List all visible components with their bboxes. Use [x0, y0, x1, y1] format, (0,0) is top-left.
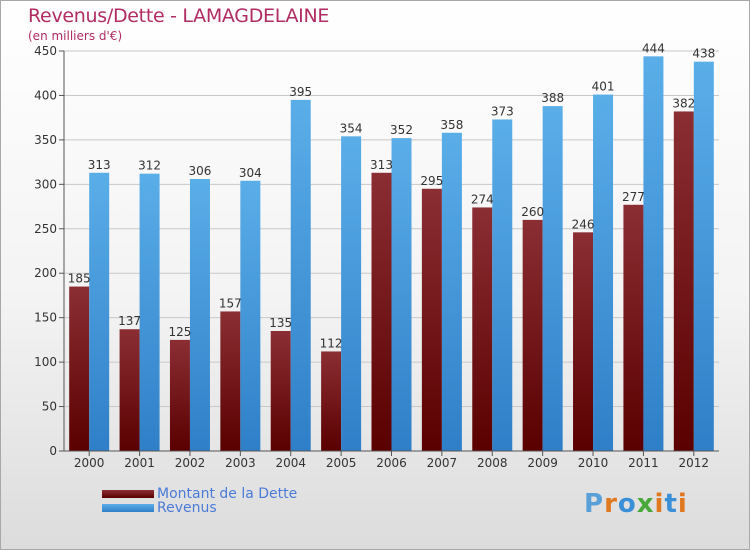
data-label-revenus-2000: 313	[88, 158, 111, 172]
chart-subtitle: (en milliers d'€)	[28, 29, 123, 43]
bar-debt-2006	[371, 172, 392, 451]
x-tick-label-2000: 2000	[74, 456, 105, 470]
bar-revenus-2004	[290, 99, 311, 451]
bar-debt-2003	[220, 311, 241, 451]
bar-revenus-2006	[391, 138, 412, 451]
bars	[69, 56, 714, 452]
legend-swatch-revenus	[102, 504, 154, 512]
x-tick-label-2007: 2007	[427, 456, 458, 470]
bar-revenus-2005	[341, 136, 362, 452]
logo-letter: P	[584, 489, 605, 519]
logo-letter: o	[617, 489, 637, 519]
bar-debt-2001	[119, 329, 140, 451]
x-axis: 2000 2001 2002 2003 2004 2005 2006 2007 2008 2009…	[64, 450, 719, 470]
x-tick-label-2012: 2012	[679, 456, 710, 470]
data-label-revenus-2001: 312	[138, 159, 161, 173]
bar-revenus-2010	[593, 94, 614, 452]
data-label-revenus-2011: 444	[642, 41, 665, 55]
x-tick-label-2006: 2006	[376, 456, 407, 470]
bar-debt-2011	[623, 204, 644, 451]
data-label-revenus-2002: 306	[189, 164, 212, 178]
data-label-debt-2010: 246	[572, 217, 595, 231]
logo-letter: r	[604, 489, 618, 519]
x-tick-label-2010: 2010	[578, 456, 609, 470]
y-tick-label: 300	[34, 177, 57, 191]
data-label-debt-2004: 135	[269, 316, 292, 330]
data-label-debt-2005: 112	[320, 336, 343, 350]
data-label-debt-2003: 157	[219, 296, 242, 310]
bar-debt-2000	[69, 286, 90, 451]
data-label-debt-2012: 382	[672, 96, 695, 110]
data-label-revenus-2009: 388	[541, 91, 564, 105]
bar-debt-2002	[169, 339, 190, 451]
y-axis: 0 50 100 150 200 250 300 350 400 450	[34, 44, 65, 458]
y-tick-label: 100	[34, 355, 57, 369]
bar-revenus-2008	[492, 119, 513, 451]
legend-label-debt: Montant de la Dette	[157, 486, 298, 502]
proxiti-logo: Proxiti	[584, 489, 688, 519]
data-label-revenus-2007: 358	[440, 118, 463, 132]
x-tick-label-2003: 2003	[225, 456, 256, 470]
logo-letter: i	[654, 489, 665, 519]
bar-revenus-2009	[542, 106, 563, 451]
y-tick-label: 150	[34, 311, 57, 325]
data-label-revenus-2008: 373	[491, 104, 514, 118]
x-tick-label-2004: 2004	[275, 456, 306, 470]
bar-revenus-2003	[240, 180, 261, 451]
bar-debt-2009	[522, 219, 543, 451]
bar-debt-2007	[421, 188, 442, 451]
data-label-debt-2001: 137	[118, 314, 141, 328]
data-label-debt-2009: 260	[521, 205, 544, 219]
y-tick-label: 50	[42, 400, 57, 414]
data-label-debt-2002: 125	[169, 325, 192, 339]
logo-letter: x	[636, 489, 655, 519]
data-label-debt-2006: 313	[370, 158, 393, 172]
data-label-revenus-2012: 438	[692, 47, 715, 61]
data-label-revenus-2003: 304	[239, 166, 262, 180]
data-label-revenus-2004: 395	[289, 85, 312, 99]
bar-revenus-2007	[441, 132, 462, 451]
y-tick-label: 400	[34, 88, 57, 102]
legend-label-revenus: Revenus	[157, 500, 217, 516]
x-tick-label-2002: 2002	[175, 456, 206, 470]
logo-letter: t	[664, 489, 678, 519]
bar-revenus-2001	[139, 173, 160, 451]
x-tick-label-2008: 2008	[477, 456, 508, 470]
logo-letter: i	[677, 489, 688, 519]
bar-revenus-2012	[693, 61, 714, 452]
y-tick-label: 350	[34, 133, 57, 147]
y-tick-label: 450	[34, 44, 57, 58]
data-label-debt-2007: 295	[420, 174, 443, 188]
bar-debt-2010	[573, 232, 594, 451]
y-tick-label: 250	[34, 222, 57, 236]
data-label-debt-2008: 274	[471, 192, 494, 206]
y-tick-label: 0	[49, 444, 57, 458]
x-tick-label-2009: 2009	[527, 456, 558, 470]
bar-debt-2012	[673, 111, 694, 451]
bar-revenus-2002	[189, 179, 210, 451]
legend-swatch-debt	[102, 490, 154, 498]
data-label-revenus-2005: 354	[340, 121, 363, 135]
x-tick-label-2011: 2011	[628, 456, 659, 470]
bar-debt-2008	[472, 207, 493, 451]
y-tick-label: 200	[34, 266, 57, 280]
bar-revenus-2000	[89, 172, 110, 451]
data-labels: 185 313 137 312 125 306 157 304 135 395 112 354 313 3…	[68, 41, 716, 350]
bar-debt-2005	[321, 351, 342, 451]
data-label-debt-2000: 185	[68, 272, 91, 286]
bar-revenus-2011	[643, 56, 664, 451]
data-label-revenus-2010: 401	[592, 80, 615, 94]
data-label-revenus-2006: 352	[390, 123, 413, 137]
data-label-debt-2011: 277	[622, 190, 645, 204]
x-tick-label-2001: 2001	[124, 456, 155, 470]
chart-title: Revenus/Dette - LAMAGDELAINE	[28, 5, 330, 27]
x-tick-label-2005: 2005	[326, 456, 357, 470]
bar-debt-2004	[270, 331, 291, 451]
